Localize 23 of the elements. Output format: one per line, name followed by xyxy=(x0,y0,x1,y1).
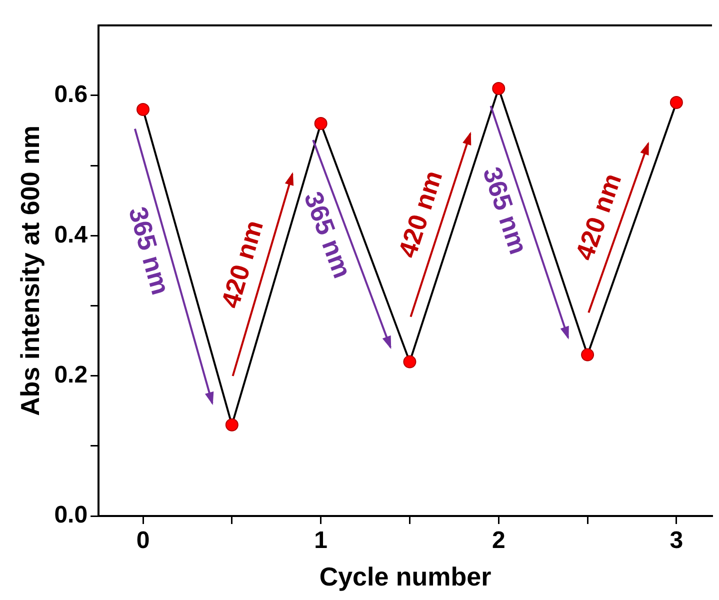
x-axis-title: Cycle number xyxy=(319,562,492,592)
point xyxy=(581,348,594,362)
annotation: 420 nm xyxy=(569,170,628,264)
point xyxy=(225,418,238,432)
annotation: 420 nm xyxy=(214,216,270,312)
point xyxy=(136,103,150,116)
point xyxy=(492,82,506,95)
x-tick-label: 0 xyxy=(136,527,150,554)
x-tick-label: 2 xyxy=(492,527,506,554)
annotation: 365 nm xyxy=(298,188,358,282)
point xyxy=(403,355,416,368)
point xyxy=(670,96,683,109)
x-tick-label: 3 xyxy=(670,527,684,554)
annotation: 365 nm xyxy=(477,163,534,258)
y-tick-label: 0.4 xyxy=(54,221,88,248)
annotation: 365 nm xyxy=(122,204,176,298)
y-tick-label: 0.0 xyxy=(54,502,88,529)
y-tick-label: 0.6 xyxy=(54,81,88,108)
point xyxy=(314,117,328,130)
x-tick-label: 1 xyxy=(314,527,328,554)
y-tick-label: 0.2 xyxy=(54,361,88,388)
y-axis-title: Abs intensity at 600 nm xyxy=(14,125,45,416)
annotation: 420 nm xyxy=(392,166,448,262)
